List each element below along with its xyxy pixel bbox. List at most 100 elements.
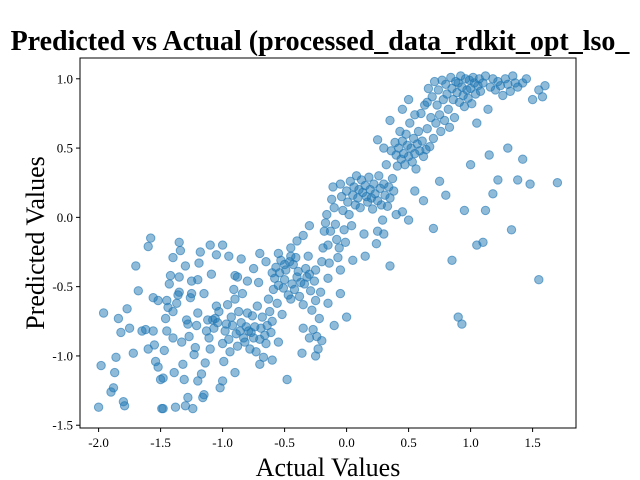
data-point-347: [323, 273, 333, 283]
data-point-52: [193, 308, 203, 318]
data-point-1: [96, 360, 106, 371]
data-point-30: [164, 279, 175, 289]
data-point-12: [128, 348, 139, 358]
data-point-238: [425, 142, 435, 152]
data-point-99: [252, 301, 262, 311]
data-point-335: [199, 288, 209, 299]
data-point-325: [267, 268, 277, 278]
data-point-326: [261, 257, 271, 267]
data-point-18: [146, 233, 156, 243]
data-point-115: [272, 298, 282, 308]
data-point-381: [168, 252, 178, 263]
data-point-4: [108, 383, 119, 393]
data-point-123: [282, 374, 292, 385]
data-point-169: [339, 225, 349, 235]
data-point-28: [162, 326, 172, 336]
data-point-378: [153, 295, 163, 306]
data-point-236: [422, 124, 432, 134]
plot-frame: [79, 57, 577, 429]
data-point-302: [418, 196, 429, 206]
data-point-245: [433, 85, 444, 95]
data-point-173: [344, 209, 354, 220]
data-point-69: [214, 306, 224, 317]
data-point-77: [225, 347, 235, 357]
data-point-81: [230, 294, 240, 304]
data-point-14: [133, 286, 144, 296]
data-point-61: [204, 333, 214, 343]
data-point-200: [377, 215, 388, 225]
data-point-5: [110, 367, 120, 378]
data-points: [93, 71, 563, 414]
data-point-165: [334, 243, 344, 253]
data-point-75: [222, 300, 233, 310]
data-point-100: [253, 277, 264, 288]
data-point-318: [506, 225, 517, 235]
data-point-163: [332, 234, 342, 245]
data-point-26: [159, 345, 170, 356]
data-point-140: [303, 251, 313, 261]
data-point-374: [193, 376, 203, 386]
data-point-388: [323, 298, 333, 308]
data-point-109: [265, 306, 275, 317]
data-point-53: [194, 258, 204, 268]
data-point-33: [169, 367, 179, 378]
data-point-0: [93, 402, 104, 412]
data-point-282: [483, 104, 493, 115]
data-point-385: [286, 243, 296, 253]
data-point-35: [172, 298, 182, 308]
data-point-48: [188, 403, 198, 414]
data-point-98: [251, 347, 261, 357]
data-point-126: [286, 294, 296, 304]
data-point-175: [346, 221, 357, 231]
data-point-135: [297, 348, 307, 358]
data-point-17: [143, 241, 153, 252]
data-point-322: [534, 275, 544, 285]
data-point-344: [292, 236, 302, 246]
data-point-203: [381, 160, 391, 170]
y-tick-label: -0.5: [52, 279, 73, 294]
data-point-34: [170, 402, 181, 412]
data-point-170: [340, 237, 351, 248]
data-point-316: [493, 175, 503, 185]
data-point-192: [367, 204, 378, 214]
data-point-375: [183, 392, 193, 403]
data-point-22: [153, 362, 163, 372]
data-point-136: [298, 300, 308, 310]
x-tick-label: -2.0: [88, 435, 109, 450]
data-point-166: [335, 179, 346, 189]
data-point-279: [475, 86, 486, 97]
data-point-301: [410, 186, 420, 196]
data-point-72: [219, 356, 229, 367]
data-point-155: [322, 209, 332, 220]
x-tick-label: 1.5: [524, 435, 540, 450]
data-point-314: [484, 150, 494, 160]
data-point-300: [540, 81, 550, 91]
data-point-383: [217, 240, 228, 250]
data-point-197: [374, 171, 384, 181]
data-point-319: [513, 175, 523, 185]
data-point-209: [389, 186, 399, 196]
data-point-154: [320, 218, 331, 228]
data-point-40: [178, 359, 188, 369]
data-point-68: [212, 318, 223, 328]
data-point-182: [355, 203, 365, 213]
data-point-348: [335, 265, 346, 275]
x-axis-label: Actual Values: [256, 453, 401, 480]
data-point-80: [229, 284, 239, 295]
data-point-106: [261, 338, 271, 349]
data-point-339: [174, 272, 184, 282]
data-point-365: [310, 351, 321, 361]
data-point-222: [405, 118, 415, 128]
y-axis-label: Predicted Values: [21, 156, 50, 330]
data-point-355: [397, 207, 408, 217]
data-point-291: [505, 86, 515, 97]
data-point-320: [518, 154, 528, 164]
data-point-16: [141, 324, 151, 335]
data-point-332: [224, 251, 234, 261]
data-point-119: [277, 309, 287, 320]
data-point-62: [205, 344, 215, 354]
data-point-6: [111, 352, 121, 362]
data-point-330: [236, 254, 246, 264]
data-point-242: [429, 76, 440, 87]
data-point-337: [186, 288, 197, 299]
